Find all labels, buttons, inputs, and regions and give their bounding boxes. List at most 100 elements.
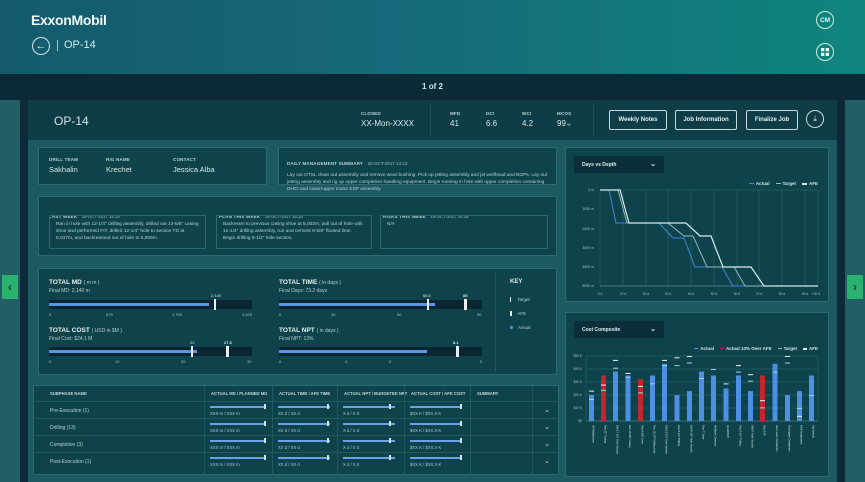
last-week-timestamp: 16-OCT-2017 15:13 xyxy=(81,214,120,219)
legend-afe: AFE xyxy=(803,346,818,351)
axis-tick: 1,750 xyxy=(172,312,183,317)
download-button[interactable]: ⤓ xyxy=(806,110,824,128)
daily-summary-timestamp: 20-OCT-2017 13:13 xyxy=(367,161,408,166)
afe-swatch-icon xyxy=(510,311,513,316)
table-row[interactable]: Completion (3) XXX m / XXX m XX d / XX d… xyxy=(34,435,560,452)
table-row[interactable]: Pre-Execution (1) XXX m / XXX m XX d / X… xyxy=(34,401,560,418)
time-bar xyxy=(278,457,330,459)
svg-text:2000 m: 2000 m xyxy=(582,227,594,231)
expand-row-chevron-icon[interactable]: ⌄ xyxy=(544,424,550,431)
metric-total-cost: TOTAL COST ( USD in $M ) Final Cost: $24… xyxy=(49,327,122,342)
previous-page-button[interactable]: ‹ xyxy=(2,275,18,299)
finalize-job-button[interactable]: Finalize Job xyxy=(746,110,798,130)
actual-fill xyxy=(49,350,198,353)
svg-text:100 d: 100 d xyxy=(812,292,820,296)
chart-legend: Actual Actual 10% Over AFE Target AFE xyxy=(694,346,818,351)
cost-progress-bar xyxy=(49,346,252,357)
metric-title: TOTAL TIME xyxy=(279,279,318,286)
legend-label: Actual xyxy=(700,346,714,351)
key-divider xyxy=(495,273,496,371)
svg-text:0 d: 0 d xyxy=(598,292,603,296)
legend-label: Target xyxy=(783,346,797,351)
afe-marker xyxy=(225,346,229,357)
back-button[interactable]: ← xyxy=(32,37,50,55)
chart-type-dropdown[interactable]: Cost Composite ⌄ xyxy=(574,321,664,338)
column-header: SUBPHASE NAME xyxy=(50,391,87,396)
days-vs-depth-panel: Days vs Depth ⌄ Actual Target AFE 0 m 1000… xyxy=(565,147,829,302)
md-bar xyxy=(210,440,264,442)
table-row[interactable]: Post-Execution (1) XXX m / XXX m XX d / … xyxy=(34,452,560,469)
expand-row-chevron-icon[interactable]: ⌄ xyxy=(544,458,550,465)
subphase-name: Pre-Execution (1) xyxy=(50,408,89,414)
svg-text:$40 K: $40 K xyxy=(574,367,583,371)
axis-tick: 0 xyxy=(279,312,282,317)
cost-marker xyxy=(460,438,462,443)
cost-composite-chart: $50 K $40 K $30 K $20 K $10 K $0 xyxy=(574,354,819,454)
cost-marker xyxy=(460,421,462,426)
afe-value: 85 xyxy=(463,293,468,298)
target-marker xyxy=(214,299,217,310)
column-header: ACTUAL TIME / AFE TIME xyxy=(272,386,330,476)
expand-row-chevron-icon[interactable]: ⌄ xyxy=(544,441,550,448)
metric-unit: ( USD in $M ) xyxy=(91,328,122,334)
rig-name-label: RIG NAME xyxy=(106,157,131,162)
user-avatar-button[interactable]: CM xyxy=(816,11,834,29)
npt-value: X d / X d xyxy=(343,462,360,467)
legend-label: Actual xyxy=(755,181,770,186)
axis-tick: 3 xyxy=(345,359,348,364)
stat-unit: % xyxy=(566,122,571,127)
column-header: SUMMARY xyxy=(470,386,498,476)
npt-bar xyxy=(343,406,395,408)
md-value: XXX m / XXX m xyxy=(210,428,240,433)
svg-text:5000 m: 5000 m xyxy=(582,284,594,288)
npt-marker xyxy=(389,421,391,426)
npt-bar xyxy=(343,440,395,442)
time-marker xyxy=(327,438,329,443)
column-header: ACTUAL NPT / BUDGETED NPT xyxy=(337,386,407,476)
target-value: 68.5 xyxy=(423,293,431,298)
team-panel: DRILL TEAM Sakhalin RIG NAME Krechet CONTA… xyxy=(38,147,267,185)
svg-text:Drill 12-1/4" Hole Section: Drill 12-1/4" Hole Section xyxy=(665,425,669,454)
axis-tick: 60 xyxy=(397,312,402,317)
closed-label: CLOSED xyxy=(361,111,381,116)
stat-value: 4.2 xyxy=(522,119,534,128)
daily-summary-panel: DAILY MANAGEMENT SUMMARY 20-OCT-2017 13:… xyxy=(278,147,557,192)
key-label: Target xyxy=(517,297,530,302)
stat-dci: DCI 6.6 xyxy=(486,111,497,128)
risks-this-week-label: RISKS THIS WEEK xyxy=(383,214,427,219)
drill-team-value: Sakhalin xyxy=(49,165,78,174)
svg-text:Drill 8-1/2" Hole Section: Drill 8-1/2" Hole Section xyxy=(690,425,694,453)
svg-text:Well Suspension: Well Suspension xyxy=(800,425,804,445)
chart-type-dropdown[interactable]: Days vs Depth ⌄ xyxy=(574,156,664,173)
app-grid-button[interactable] xyxy=(816,43,834,61)
legend-label: AFE xyxy=(809,346,818,351)
afe-value: 27.5 xyxy=(224,340,232,345)
md-value: XXX m / XXX m xyxy=(210,411,240,416)
breadcrumb: OP-14 xyxy=(64,39,96,51)
axis-tick: 0 xyxy=(49,359,52,364)
npt-value: X d / X d xyxy=(343,428,360,433)
key-target: Target xyxy=(510,297,530,302)
md-marker xyxy=(264,455,266,460)
job-information-button[interactable]: Job Information xyxy=(675,110,737,130)
page-indicator: 1 of 2 xyxy=(422,82,443,91)
table-row[interactable]: Drilling (13) XXX m / XXX m XX d / XX d … xyxy=(34,418,560,435)
svg-text:Run 8-1/2" Drilling: Run 8-1/2" Drilling xyxy=(677,425,681,447)
divider xyxy=(593,103,594,137)
plan-this-week-text: Backream to previous casing shoe at 5,00… xyxy=(216,215,372,249)
legend-actual: Actual xyxy=(748,181,770,186)
time-value: XX d / XX d xyxy=(278,411,300,416)
next-page-button[interactable]: › xyxy=(847,275,863,299)
time-progress-bar xyxy=(279,299,482,310)
afe-marker xyxy=(463,299,467,310)
svg-text:30 d: 30 d xyxy=(665,292,672,296)
time-value: XX d / XX d xyxy=(278,445,300,450)
npt-value: X d / X d xyxy=(343,445,360,450)
weekly-notes-button[interactable]: Weekly Notes xyxy=(609,110,667,130)
axis-tick: 90 xyxy=(477,312,482,317)
expand-row-chevron-icon[interactable]: ⌄ xyxy=(544,407,550,414)
svg-text:70 d: 70 d xyxy=(756,292,763,296)
gutter-right xyxy=(837,100,845,482)
key-label: AFE xyxy=(517,311,527,316)
svg-text:Wellbore Cleanout: Wellbore Cleanout xyxy=(714,425,718,447)
